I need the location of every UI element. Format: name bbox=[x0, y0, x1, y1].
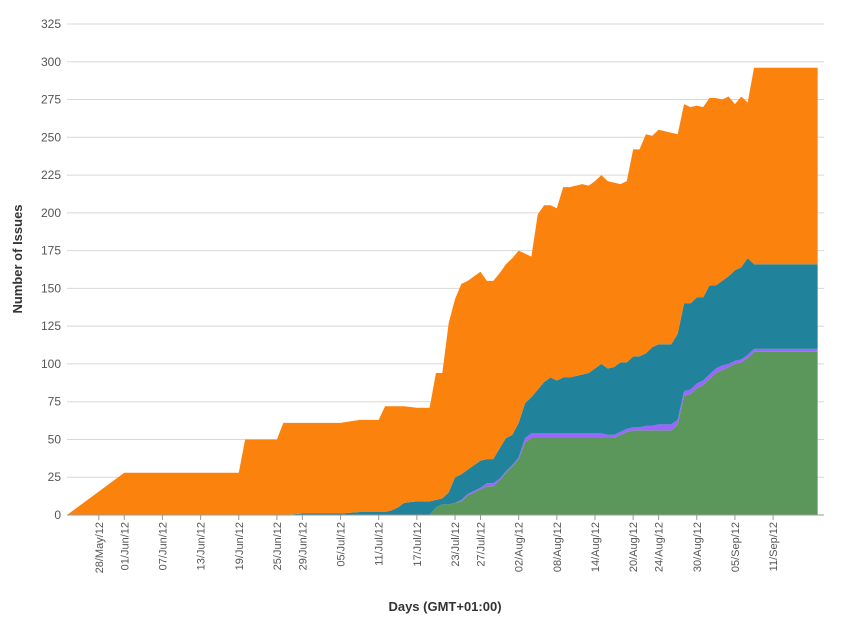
x-tick-label: 27/Jul/12 bbox=[476, 522, 488, 567]
y-tick-label: 275 bbox=[41, 93, 61, 107]
x-tick-label: 14/Aug/12 bbox=[590, 522, 602, 572]
y-tick-label: 25 bbox=[48, 470, 62, 484]
area-series-group bbox=[67, 67, 818, 515]
y-tick-label: 150 bbox=[41, 281, 61, 295]
y-tick-label: 0 bbox=[54, 508, 61, 522]
x-tick-label: 07/Jun/12 bbox=[157, 522, 169, 570]
y-tick-label: 200 bbox=[41, 206, 61, 220]
x-tick-label: 13/Jun/12 bbox=[196, 522, 208, 570]
x-tick-label: 29/Jun/12 bbox=[297, 522, 309, 570]
x-tick-label: 20/Aug/12 bbox=[628, 522, 640, 572]
x-tick-label: 08/Aug/12 bbox=[552, 522, 564, 572]
x-tick-label: 02/Aug/12 bbox=[514, 522, 526, 572]
y-tick-label: 50 bbox=[48, 432, 62, 446]
x-tick-label: 19/Jun/12 bbox=[234, 522, 246, 570]
y-tick-labels: 0 25 50 75 100 125 150 175 200 225 250 275 300 325 bbox=[41, 17, 61, 522]
y-tick-label: 125 bbox=[41, 319, 61, 333]
x-tick-label: 17/Jul/12 bbox=[412, 522, 424, 567]
x-tick-label: 30/Aug/12 bbox=[692, 522, 704, 572]
x-tick-label: 23/Jul/12 bbox=[450, 522, 462, 567]
area-series-4 bbox=[67, 67, 818, 515]
y-tick-label: 325 bbox=[41, 17, 61, 31]
y-tick-label: 75 bbox=[48, 395, 62, 409]
x-tick-label: 01/Jun/12 bbox=[119, 522, 131, 570]
x-tick-labels: 28/May/12 01/Jun/12 07/Jun/12 13/Jun/12 19/J… bbox=[94, 522, 780, 573]
x-tick-label: 25/Jun/12 bbox=[272, 522, 284, 570]
axes bbox=[67, 514, 824, 520]
x-axis-title: Days (GMT+01:00) bbox=[388, 599, 501, 614]
y-tick-label: 225 bbox=[41, 168, 61, 182]
x-tick-label: 05/Sep/12 bbox=[730, 522, 742, 572]
x-tick-label: 11/Jul/12 bbox=[374, 522, 386, 566]
x-tick-label: 24/Aug/12 bbox=[654, 522, 666, 572]
y-axis-title: Number of Issues bbox=[10, 204, 25, 313]
area-series-3 bbox=[67, 258, 818, 515]
y-tick-label: 175 bbox=[41, 244, 61, 258]
area-series-1 bbox=[67, 351, 818, 515]
x-tick-label: 28/May/12 bbox=[94, 522, 106, 573]
x-tick-label: 05/Jul/12 bbox=[336, 522, 348, 567]
y-tick-label: 250 bbox=[41, 130, 61, 144]
y-tick-label: 100 bbox=[41, 357, 61, 371]
y-tick-label: 300 bbox=[41, 55, 61, 69]
x-tick-label: 11/Sep/12 bbox=[768, 522, 780, 571]
